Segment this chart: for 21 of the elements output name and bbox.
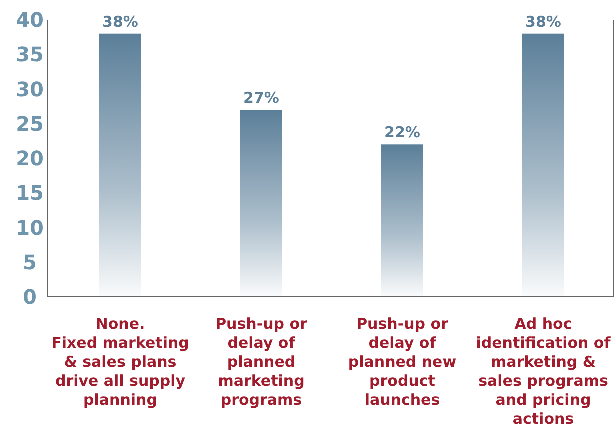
y-tick-label: 30 <box>16 77 44 102</box>
y-tick-label: 35 <box>16 42 44 67</box>
x-tick-label: Ad hoc identification of marketing & sales programs and pricing actions <box>476 315 612 428</box>
data-label: 38% <box>102 12 138 31</box>
x-tick-label: Push-up or delay of planned new product launches <box>348 315 457 409</box>
bar <box>240 110 282 297</box>
x-tick-label: Push-up or delay of planned marketing programs <box>216 315 308 409</box>
data-label: 27% <box>244 89 280 108</box>
bar <box>382 144 424 297</box>
y-tick-label: 25 <box>16 112 44 136</box>
data-label: 38% <box>526 12 562 31</box>
y-tick-label: 40 <box>16 8 44 32</box>
y-tick-label: 10 <box>16 216 44 240</box>
y-tick-label: 15 <box>16 181 44 206</box>
data-label: 22% <box>384 124 420 142</box>
x-tick-label: None. Fixed marketing & sales plans drive all supply planning <box>52 315 190 409</box>
y-tick-label: 5 <box>23 250 37 274</box>
y-tick-label: 0 <box>23 285 37 309</box>
y-tick-label: 20 <box>16 146 44 170</box>
bar <box>522 34 564 297</box>
bar <box>100 34 142 297</box>
